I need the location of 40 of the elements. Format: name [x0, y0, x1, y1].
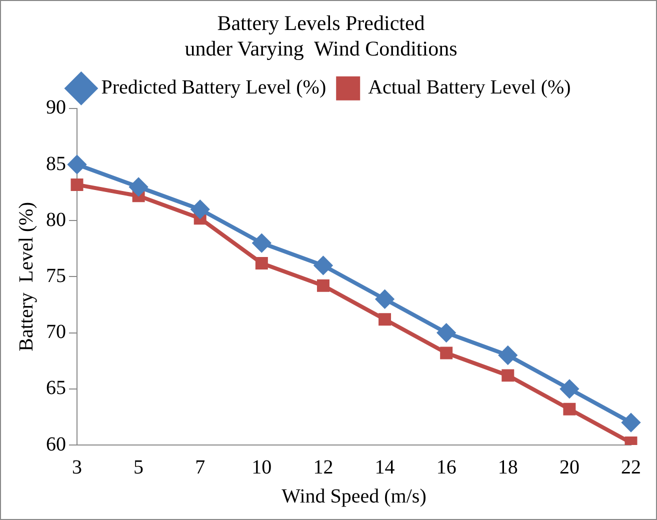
y-tick-label: 60 — [46, 433, 66, 456]
y-tick-label: 90 — [46, 96, 66, 119]
x-tick-label: 5 — [134, 456, 144, 478]
point — [376, 290, 394, 308]
text: under Varying Wind Conditions — [184, 36, 458, 60]
x-tick-label: 16 — [436, 456, 456, 478]
point — [191, 200, 210, 218]
x-tick-label: 22 — [621, 456, 641, 478]
point — [68, 156, 86, 174]
point — [437, 324, 456, 342]
point — [252, 234, 271, 252]
point — [560, 380, 578, 398]
point — [498, 346, 517, 364]
point — [378, 313, 392, 326]
x-tick-label: 14 — [374, 456, 395, 478]
point — [314, 256, 332, 274]
y-tick-label: 70 — [46, 321, 66, 344]
point — [70, 178, 84, 191]
point — [130, 178, 148, 196]
text: Battery Levels Predicted — [217, 11, 425, 36]
x-tick-label: 10 — [252, 456, 272, 478]
point — [440, 346, 453, 360]
point — [316, 279, 330, 292]
y-tick-label: 85 — [46, 152, 66, 175]
x-tick-label: 20 — [559, 456, 580, 478]
x-tick-label: 7 — [195, 456, 206, 478]
x-tick-label: 18 — [498, 456, 518, 478]
point — [563, 402, 576, 416]
y-tick-label: 80 — [46, 208, 66, 231]
x-tick-label: 12 — [313, 456, 334, 478]
legend-label: Actual Battery Level (%) — [368, 76, 571, 99]
x-axis-title: Wind Speed (m/s) — [282, 485, 426, 508]
legend-label: Predicted Battery Level (%) — [101, 76, 326, 99]
point — [622, 414, 640, 432]
point — [502, 369, 514, 382]
y-axis-title: Battery Level (%) — [15, 202, 38, 352]
x-tick-label: 3 — [72, 456, 82, 478]
y-tick-label: 65 — [46, 377, 66, 400]
point — [255, 256, 268, 270]
y-tick-label: 75 — [46, 264, 66, 287]
